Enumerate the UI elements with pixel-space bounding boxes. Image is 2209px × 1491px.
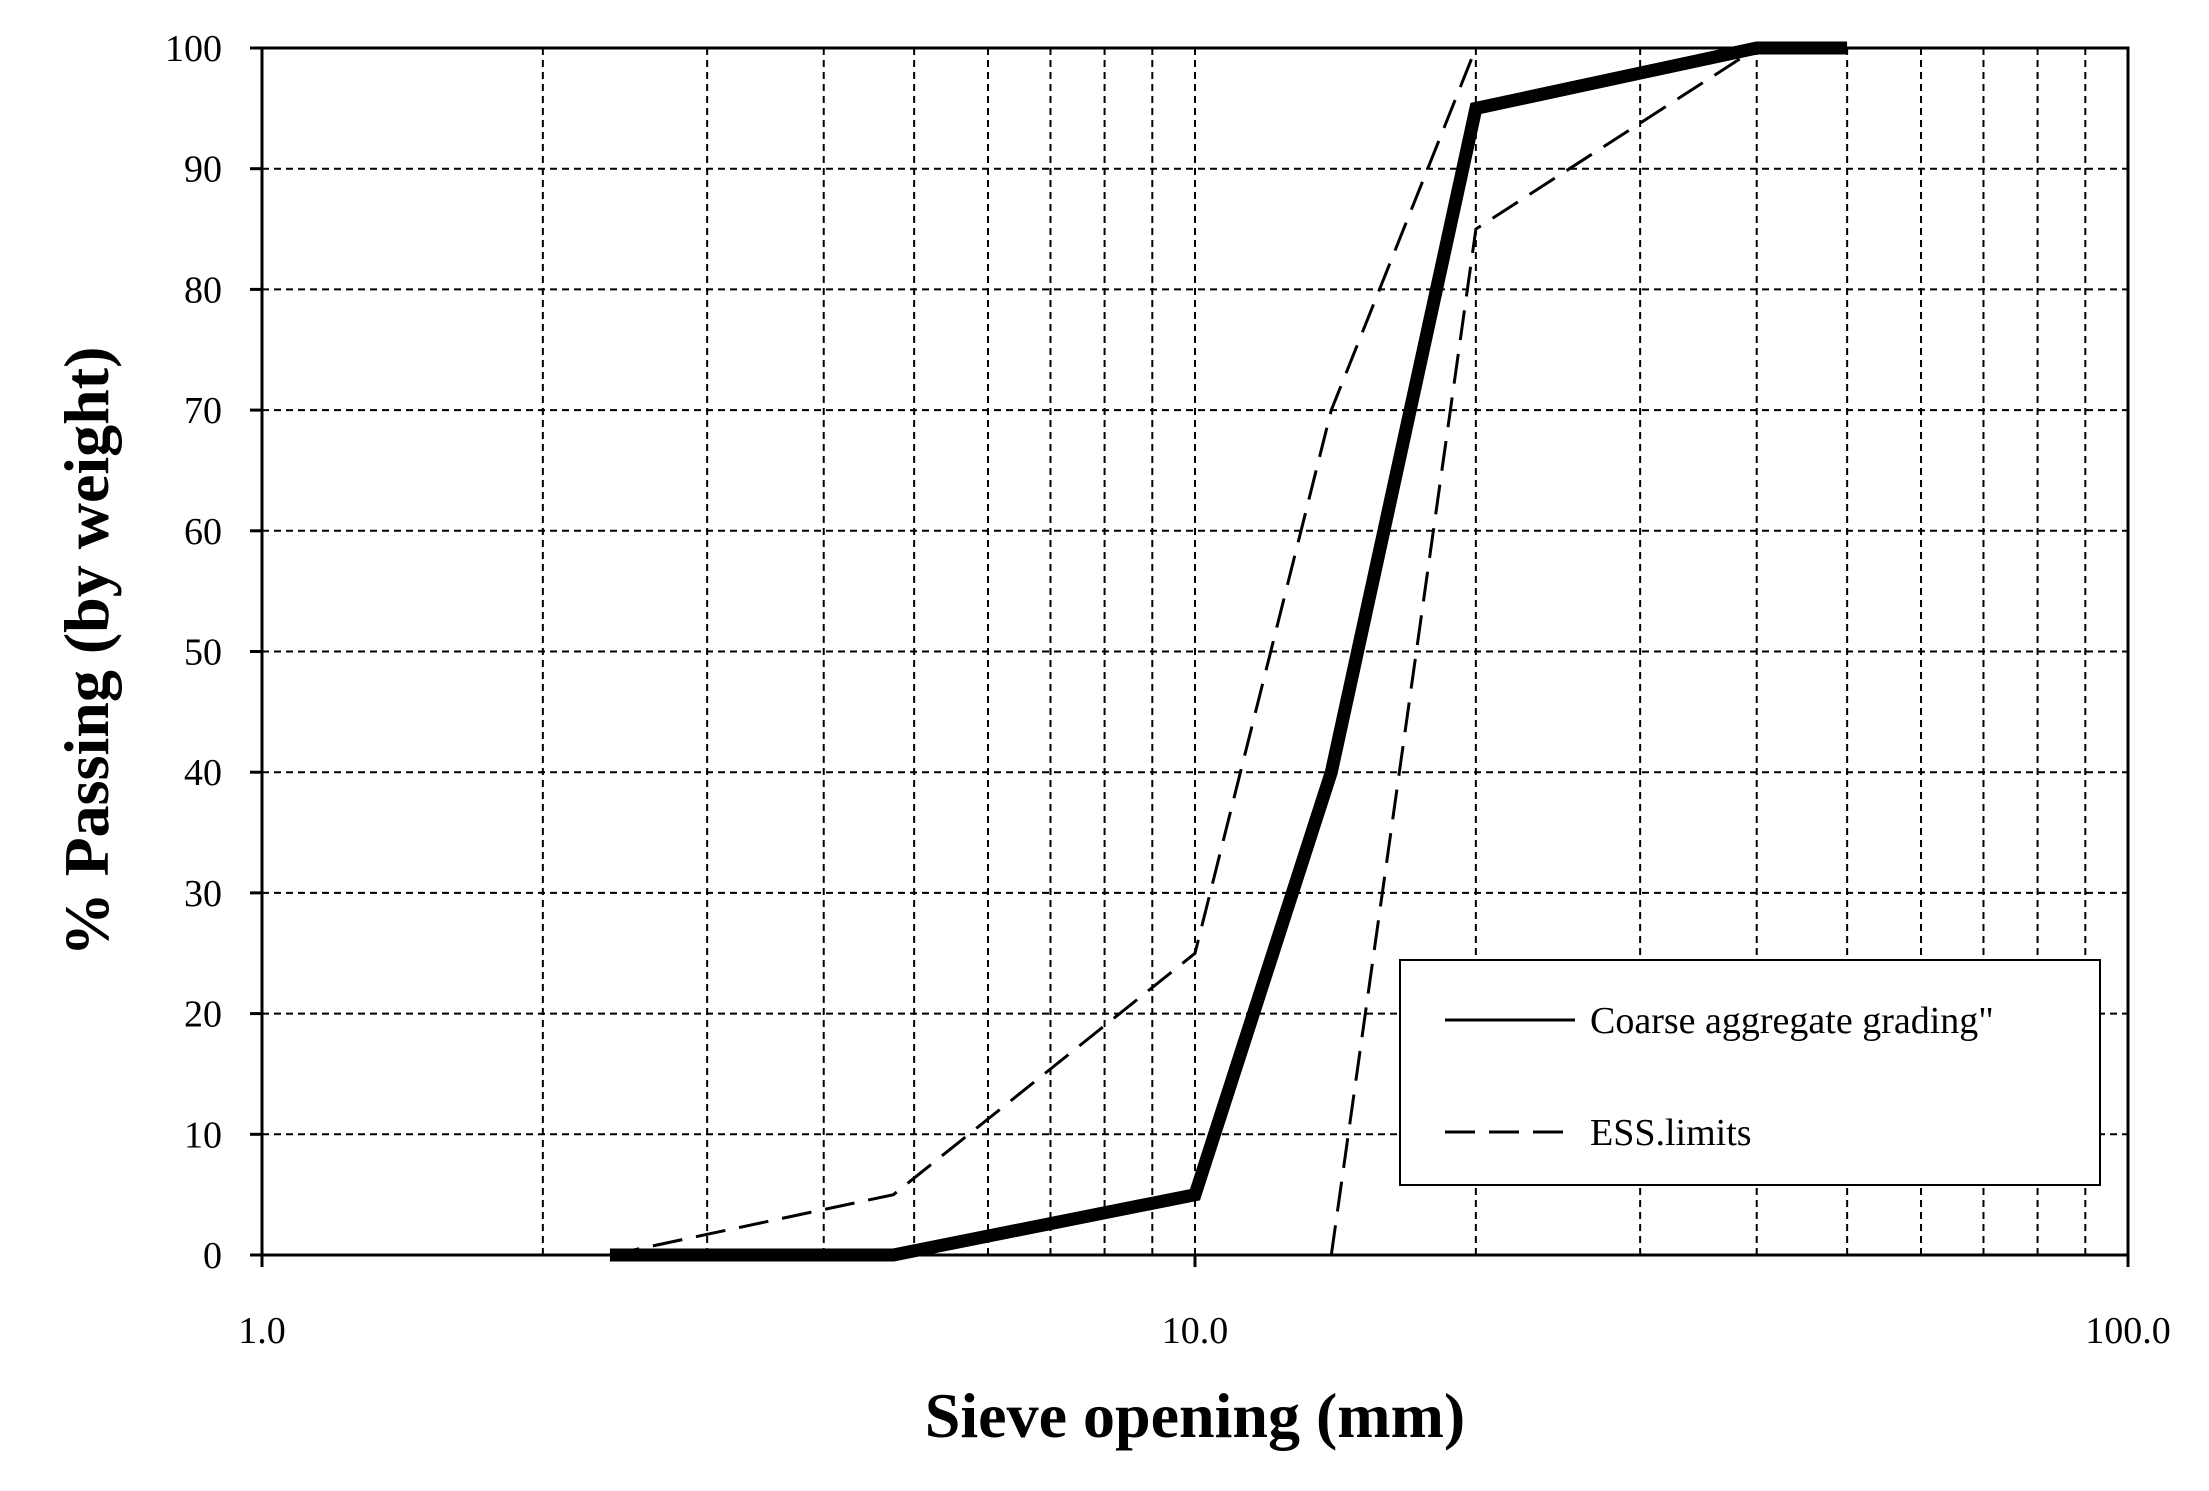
- y-tick-label: 0: [203, 1235, 222, 1277]
- y-tick-label: 60: [184, 511, 222, 553]
- legend-entry-grading: Coarse aggregate grading": [1590, 1000, 1994, 1042]
- x-tick-label: 1.0: [238, 1310, 286, 1352]
- y-tick-label: 50: [184, 632, 222, 674]
- legend-entry-ess-limits: ESS.limits: [1590, 1112, 1752, 1154]
- series-line-ess-limit-1: [609, 47, 1478, 1257]
- axis-layer: 0 10 20 30 40 50 60 70 80 90 100 1.0 10.0 100.0: [165, 28, 2171, 1352]
- y-tick-label: 70: [184, 390, 222, 432]
- y-tick-label: 100: [165, 28, 222, 70]
- y-tick-label: 10: [184, 1114, 222, 1156]
- legend-box: [1399, 959, 2101, 1186]
- y-axis-label: % Passing (by weight): [51, 347, 122, 957]
- legend: Coarse aggregate grading" ESS.limits: [1399, 959, 2101, 1186]
- y-tick-label: 20: [184, 994, 222, 1036]
- x-axis-label: Sieve opening (mm): [925, 1380, 1465, 1451]
- y-tick-label: 30: [184, 873, 222, 915]
- y-tick-label: 90: [184, 149, 222, 191]
- x-tick-label: 100.0: [2085, 1310, 2171, 1352]
- y-tick-label: 80: [184, 269, 222, 311]
- grid-layer: [262, 48, 2128, 1255]
- x-tick-label: 10.0: [1162, 1310, 1229, 1352]
- series-line-ess-limit-2: [1329, 46, 1758, 1256]
- y-tick-label: 40: [184, 752, 222, 794]
